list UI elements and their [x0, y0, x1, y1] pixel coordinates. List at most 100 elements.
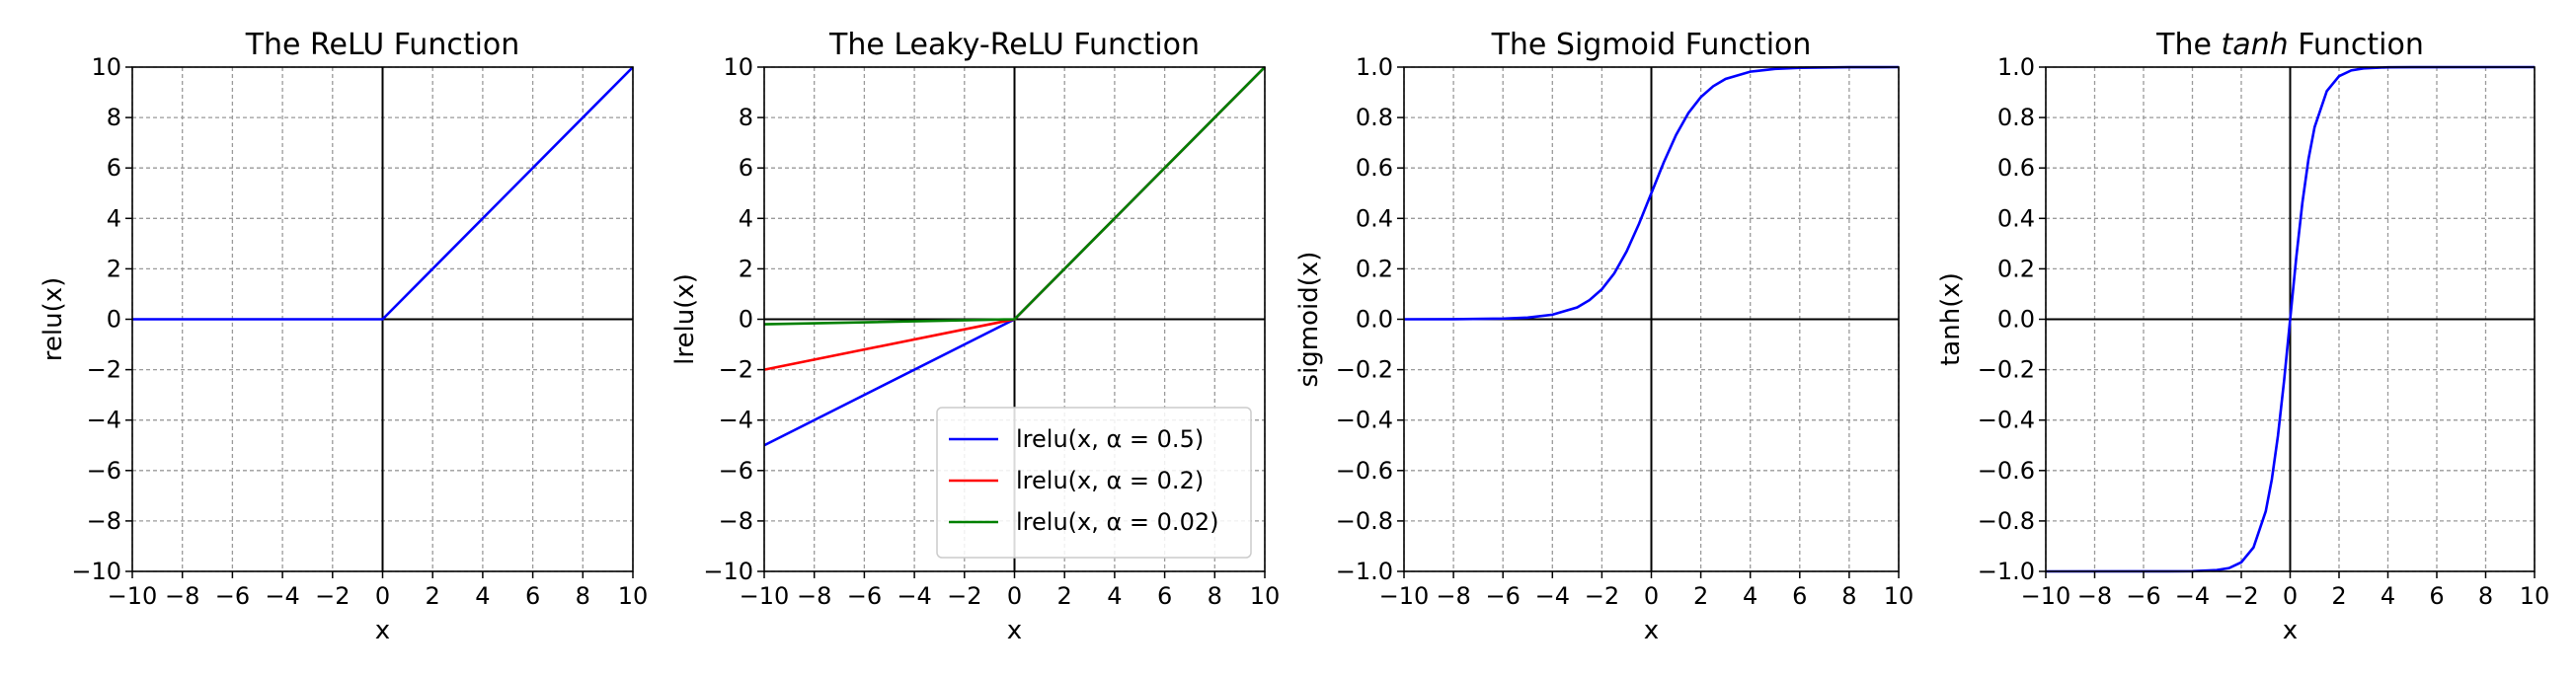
- x-tick-label: 8: [576, 582, 590, 610]
- y-tick-label: 0.4: [1997, 204, 2035, 232]
- x-tick-label: −4: [1535, 582, 1570, 610]
- legend-label-2: lrelu(x, α = 0.2): [1016, 467, 1204, 494]
- x-tick-label: −10: [108, 582, 158, 610]
- legend: lrelu(x, α = 0.5) lrelu(x, α = 0.2) lrelu(…: [936, 407, 1252, 559]
- x-tick-label: 0: [1644, 582, 1659, 610]
- x-tick-label: 8: [2478, 582, 2493, 610]
- x-tick-label: 10: [2520, 582, 2550, 610]
- y-tick-label: −0.4: [1978, 407, 2035, 434]
- y-tick-label: 0.8: [1356, 104, 1393, 131]
- x-tick-label: 8: [1841, 582, 1856, 610]
- y-axis-label: tanh(x): [1936, 272, 1966, 366]
- y-tick-label: −0.8: [1978, 507, 2035, 535]
- y-axis-label: relu(x): [39, 277, 68, 362]
- x-tick-label: −4: [265, 582, 299, 610]
- y-tick-label: 6: [107, 154, 121, 182]
- x-tick-label: 8: [1208, 582, 1222, 610]
- y-tick-label: 10: [91, 53, 121, 81]
- series-line-1: [2045, 65, 2536, 573]
- x-tick-label: −2: [1585, 582, 1619, 610]
- x-tick-label: −10: [2021, 582, 2071, 610]
- y-tick-label: 6: [739, 154, 753, 182]
- x-tick-label: 2: [1693, 582, 1708, 610]
- chart-title-part: The: [2155, 28, 2221, 62]
- x-tick-label: 4: [475, 582, 490, 610]
- x-axis-label: x: [2283, 616, 2298, 645]
- x-tick-label: 2: [2331, 582, 2346, 610]
- x-tick-label: 4: [1107, 582, 1122, 610]
- x-tick-label: 4: [1743, 582, 1757, 610]
- chart-title: The tanh Function: [2155, 28, 2424, 62]
- y-tick-label: 0.8: [1997, 104, 2035, 131]
- y-tick-label: −0.6: [1336, 457, 1393, 485]
- x-tick-label: −2: [315, 582, 350, 610]
- x-tick-label: −6: [847, 582, 882, 610]
- y-tick-label: −6: [87, 457, 121, 485]
- y-axis-label: lrelu(x): [670, 273, 700, 365]
- x-axis-label: x: [1644, 616, 1659, 645]
- x-tick-label: 0: [375, 582, 390, 610]
- chart-panel-4: −10 −8 −6 −4 −2 0 2 4 6 8 10 −1.0 −0.8 −0.6 −0.4 −0.2 0.…: [1936, 28, 2549, 645]
- x-tick-label: 6: [1157, 582, 1172, 610]
- x-tick-label: 4: [2381, 582, 2395, 610]
- y-tick-label: 0.0: [1356, 306, 1393, 334]
- x-axis-label: x: [375, 616, 390, 645]
- series-line-1: [132, 66, 634, 321]
- x-tick-label: −2: [2224, 582, 2258, 610]
- y-axis-label: sigmoid(x): [1294, 252, 1324, 388]
- x-tick-label: −8: [165, 582, 199, 610]
- series-line-1: [1403, 65, 1900, 321]
- chart-panel-2: −10 −8 −6 −4 −2 0 2 4 6 8 10−10−8−6−4−20246810xlre…: [670, 28, 1280, 645]
- x-tick-label: −6: [1486, 582, 1521, 610]
- y-tick-label: 4: [739, 204, 753, 232]
- y-tick-label: −6: [719, 457, 753, 485]
- x-tick-label: −4: [2175, 582, 2210, 610]
- chart-title: The Leaky-ReLU Function: [828, 28, 1200, 62]
- chart-title-part: tanh: [2222, 28, 2289, 62]
- x-tick-label: 6: [2429, 582, 2444, 610]
- chart-title: The Sigmoid Function: [1491, 28, 1812, 62]
- x-tick-label: 10: [618, 582, 649, 610]
- y-tick-label: −1.0: [1978, 558, 2035, 585]
- y-tick-label: −8: [87, 507, 121, 535]
- y-tick-label: −4: [719, 407, 753, 434]
- y-tick-label: −0.4: [1336, 407, 1393, 434]
- y-tick-label: 2: [739, 255, 753, 282]
- y-tick-label: −1.0: [1336, 558, 1393, 585]
- y-tick-label: 1.0: [1997, 53, 2035, 81]
- chart-title: The ReLU Function: [245, 28, 520, 62]
- y-tick-label: 0.4: [1356, 204, 1393, 232]
- x-tick-label: 6: [525, 582, 540, 610]
- x-tick-label: −10: [1379, 582, 1430, 610]
- x-tick-label: 0: [2283, 582, 2298, 610]
- y-tick-label: 0: [107, 306, 121, 334]
- y-tick-label: 2: [107, 255, 121, 282]
- x-tick-label: −2: [947, 582, 981, 610]
- legend-label-1: lrelu(x, α = 0.5): [1016, 425, 1204, 453]
- y-tick-label: −0.8: [1336, 507, 1393, 535]
- x-tick-label: −8: [797, 582, 831, 610]
- series-line-3: [763, 66, 1266, 326]
- legend-label-3: lrelu(x, α = 0.02): [1016, 508, 1218, 536]
- y-tick-label: 0.0: [1997, 306, 2035, 334]
- chart-panel-3: −10 −8 −6 −4 −2 0 2 4 6 8 10 −1.0 −0.8 −0.6 −0.4 −0.2 0.…: [1294, 28, 1913, 645]
- x-tick-label: 0: [1007, 582, 1022, 610]
- y-tick-label: −10: [703, 558, 753, 585]
- y-tick-label: −0.2: [1336, 356, 1393, 384]
- x-tick-label: −6: [2126, 582, 2160, 610]
- y-tick-label: 8: [739, 104, 753, 131]
- x-tick-label: 10: [1884, 582, 1914, 610]
- y-tick-label: 10: [723, 53, 753, 81]
- y-tick-label: 0.2: [1356, 255, 1393, 282]
- y-tick-label: 4: [107, 204, 121, 232]
- x-tick-label: 2: [1057, 582, 1072, 610]
- y-tick-label: −0.2: [1978, 356, 2035, 384]
- x-tick-label: −8: [1436, 582, 1470, 610]
- y-tick-label: 0.6: [1997, 154, 2035, 182]
- y-tick-label: 1.0: [1356, 53, 1393, 81]
- y-tick-label: 8: [107, 104, 121, 131]
- y-tick-label: 0.6: [1356, 154, 1393, 182]
- y-tick-label: 0.2: [1997, 255, 2035, 282]
- y-tick-label: 0: [739, 306, 753, 334]
